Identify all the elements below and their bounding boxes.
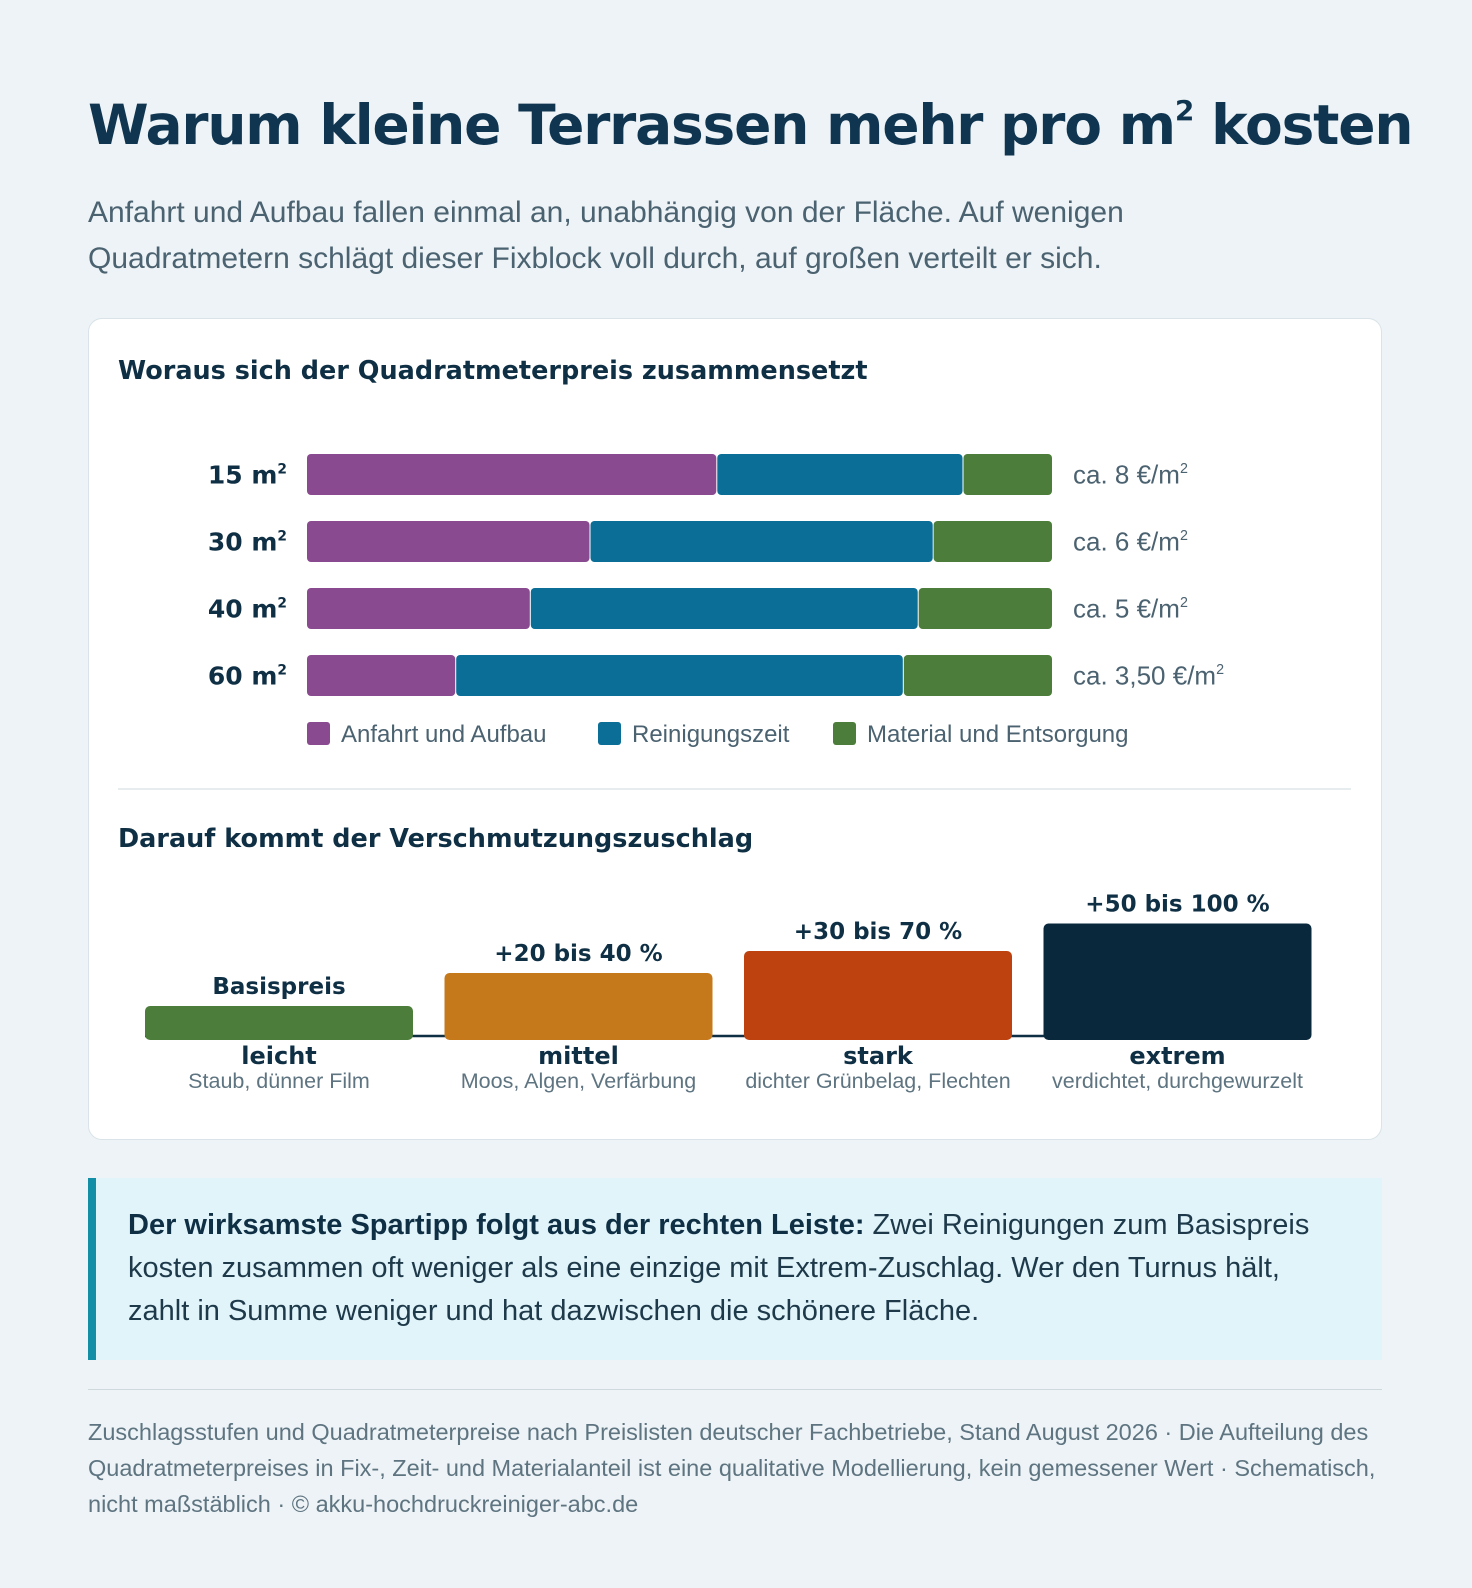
surcharge-bar bbox=[744, 951, 1012, 1040]
level-description: dichter Grünbelag, Flechten bbox=[745, 1069, 1010, 1093]
chart-svg: Woraus sich der Quadratmeterpreis zusamm… bbox=[118, 356, 1351, 1093]
bar-segment bbox=[963, 454, 1052, 495]
legend-label: Reinigungszeit bbox=[632, 721, 790, 748]
row-label: 30 m2​ bbox=[208, 528, 287, 557]
page-title: Warum kleine Terrassen mehr pro m2 koste… bbox=[88, 93, 1414, 157]
legend-label: Anfahrt und Aufbau bbox=[341, 721, 547, 748]
bar-segment bbox=[456, 655, 903, 696]
level-label: extrem bbox=[1129, 1042, 1225, 1070]
price-label: ca. 6 €/m2​ bbox=[1073, 527, 1188, 557]
footer-divider bbox=[88, 1389, 1382, 1390]
bar-segment bbox=[307, 588, 530, 629]
price-label: ca. 5 €/m2​ bbox=[1073, 594, 1188, 624]
surcharge-bar bbox=[145, 1006, 413, 1040]
surcharge-value-label: Basispreis bbox=[212, 974, 345, 1000]
tip-text: Zwei Reinigungen zum Basispreis kosten z… bbox=[128, 1209, 1310, 1327]
page-subtitle: Anfahrt und Aufbau fallen einmal an, una… bbox=[88, 196, 1124, 275]
bar-segment bbox=[590, 521, 933, 562]
surcharge-value-label: +50 bis 100 % bbox=[1085, 892, 1269, 918]
bar-segment bbox=[307, 454, 717, 495]
source-note: Zuschlagsstufen und Quadratmeterpreise n… bbox=[88, 1419, 1376, 1517]
bar-segment bbox=[918, 588, 1052, 629]
level-label: mittel bbox=[538, 1042, 619, 1070]
savings-tip: Der wirksamste Spartipp folgt aus der re… bbox=[88, 1178, 1382, 1360]
bar-segment bbox=[717, 454, 963, 495]
bar-segment bbox=[307, 655, 456, 696]
chart-legend: Anfahrt und Aufbau Reinigungszeit Material… bbox=[307, 721, 1129, 748]
price-label: ca. 3,50 €/m2​ bbox=[1073, 661, 1224, 691]
surcharge-bar bbox=[444, 973, 713, 1040]
chart-card: Woraus sich der Quadratmeterpreis zusamm… bbox=[88, 318, 1382, 1140]
legend-label: Material und Entsorgung bbox=[867, 721, 1129, 748]
row-label: 60 m2​ bbox=[208, 662, 287, 691]
surcharge-chart-title: Darauf kommt der Verschmutzungszuschlag bbox=[118, 824, 753, 854]
level-label: stark bbox=[843, 1042, 914, 1070]
bar-segment bbox=[530, 588, 918, 629]
legend-swatch bbox=[307, 722, 330, 745]
legend-swatch bbox=[833, 722, 856, 745]
tip-lead: Der wirksamste Spartipp folgt aus der re… bbox=[128, 1209, 865, 1241]
level-description: Staub, dünner Film bbox=[188, 1069, 370, 1093]
bar-segment bbox=[903, 655, 1052, 696]
stack-chart-title: Woraus sich der Quadratmeterpreis zusamm… bbox=[118, 356, 868, 386]
row-label: 40 m2​ bbox=[208, 595, 287, 624]
surcharge-value-label: +20 bis 40 % bbox=[494, 941, 662, 967]
surcharge-bar bbox=[1043, 923, 1312, 1040]
row-label: 15 m2​ bbox=[208, 461, 287, 490]
stacked-bar-chart: 15 m2​ ca. 8 €/m2​ 30 m2​ ca. 6 €/m2​ 40 m2​… bbox=[208, 454, 1224, 696]
legend-swatch bbox=[598, 722, 621, 745]
bar-segment bbox=[933, 521, 1052, 562]
price-label: ca. 8 €/m2​ bbox=[1073, 460, 1188, 490]
bar-segment bbox=[307, 521, 590, 562]
surcharge-value-label: +30 bis 70 % bbox=[794, 919, 962, 945]
level-label: leicht bbox=[241, 1042, 317, 1070]
level-description: verdichtet, durchgewurzelt bbox=[1052, 1069, 1303, 1093]
level-description: Moos, Algen, Verfärbung bbox=[461, 1069, 696, 1093]
